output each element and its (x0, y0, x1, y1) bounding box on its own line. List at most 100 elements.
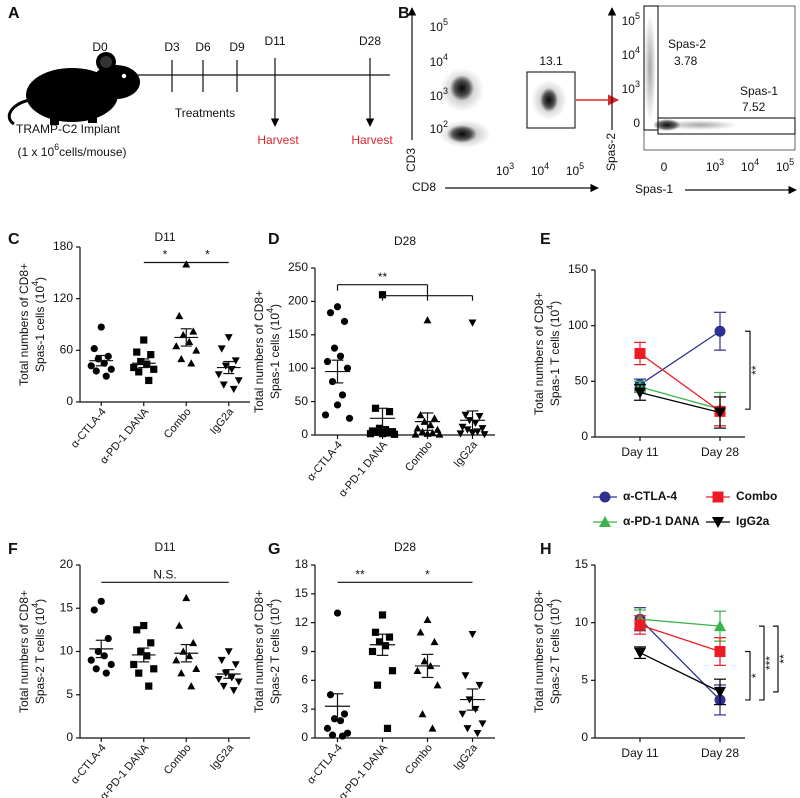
point (428, 724, 437, 732)
right-flow-plot: Spas-2 3.78 Spas-1 7.52 Spas-2 Spas-1 (604, 5, 797, 196)
timepoint-label: D6 (195, 40, 211, 54)
point (416, 628, 425, 636)
point (140, 336, 148, 344)
tick-label: 104 (622, 45, 640, 62)
point (102, 372, 110, 380)
point (135, 368, 143, 376)
point (713, 686, 727, 698)
significance-label: ** (777, 654, 791, 664)
point (326, 309, 335, 317)
point (416, 411, 425, 419)
point (185, 337, 194, 345)
point (179, 330, 188, 339)
point (411, 430, 420, 438)
significance-label: * (205, 248, 210, 262)
point (378, 430, 387, 438)
point (187, 359, 196, 367)
tick-base: 10 (430, 89, 444, 103)
y-tick-label: 0 (581, 429, 588, 443)
y-tick-label: 10 (60, 644, 74, 658)
point (471, 419, 480, 427)
point (473, 729, 482, 738)
chart-title: D28 (394, 234, 416, 248)
y-tick-label: 60 (60, 343, 74, 357)
x-tick-label: Day 11 (621, 746, 658, 760)
x-tick-label: Combo (162, 406, 194, 441)
x-tick-label: IgG2a (452, 741, 481, 772)
timepoint-label: D28 (359, 34, 381, 48)
y-tick-label: 20 (60, 557, 74, 571)
point (182, 593, 191, 602)
label-text: Spas-1 cells (10 (33, 286, 47, 372)
point (234, 678, 243, 686)
point (185, 651, 194, 660)
x-tick-label: α-CTLA-4 (305, 742, 345, 786)
point (340, 317, 349, 326)
tick-label: 103 (496, 161, 514, 178)
y-tick-label: 0 (581, 730, 588, 744)
bracket (759, 625, 765, 701)
tick-label: 105 (430, 17, 448, 34)
point (234, 377, 243, 385)
point (373, 428, 382, 436)
point (345, 414, 354, 422)
point (463, 725, 472, 733)
tick-exponent: 3 (443, 86, 448, 96)
point (413, 424, 422, 432)
point (224, 334, 233, 342)
legend-marker (711, 517, 725, 529)
panel-b: B 13.1 CD3 CD8 Spas-2 3.78 Spas-1 (398, 5, 797, 196)
tick-base: 10 (622, 48, 636, 62)
implant-dose: (1 x 106cells/mouse) (17, 142, 126, 159)
gate-value: 3.78 (674, 54, 698, 68)
point (633, 387, 647, 399)
point (147, 351, 155, 359)
treatments-label: Treatments (175, 106, 235, 120)
legend-label: Combo (736, 489, 777, 503)
point (94, 647, 102, 656)
point (340, 710, 349, 718)
y-tick-label: 250 (288, 260, 308, 274)
legend-marker (599, 491, 611, 503)
point (371, 404, 380, 412)
series-line (639, 624, 721, 653)
x-tick-label: Combo (403, 742, 435, 777)
tick-base: 10 (741, 160, 755, 174)
significance-label: ** (378, 270, 388, 284)
label-text: ) (268, 304, 282, 308)
point (423, 316, 432, 324)
point (461, 672, 470, 680)
y-tick-label: 50 (295, 394, 309, 408)
label-text: ) (548, 599, 562, 603)
left-flow-plot: 13.1 CD3 CD8 (404, 7, 620, 194)
point (633, 647, 647, 659)
label-exponent: 4 (545, 603, 555, 608)
tick-base: 10 (622, 14, 636, 28)
tick-base: 10 (622, 82, 636, 96)
point (87, 656, 95, 664)
y-tick-label: 15 (575, 557, 589, 571)
x-tick-label: Day 28 (701, 746, 739, 760)
legend-label: α-CTLA-4 (623, 489, 677, 503)
point (383, 429, 392, 437)
y-axis-label: Total numbers of CD8+ (252, 290, 266, 413)
point (172, 656, 181, 664)
point (137, 357, 145, 366)
point (187, 682, 196, 690)
tick-exponent: 3 (719, 157, 724, 167)
panel-label: B (398, 5, 410, 22)
point (430, 414, 439, 422)
point (172, 342, 181, 350)
point (87, 362, 95, 370)
y-tick-label: 50 (575, 374, 589, 388)
x-tick-label: IgG2a (452, 438, 481, 469)
point (224, 648, 233, 656)
point (100, 359, 108, 367)
legend-marker (598, 515, 612, 527)
tick-label: 103 (622, 79, 640, 96)
y-tick-label: 18 (295, 557, 309, 571)
series-line (639, 386, 721, 410)
tick-base: 10 (496, 164, 510, 178)
point (330, 344, 339, 352)
point (428, 429, 437, 437)
